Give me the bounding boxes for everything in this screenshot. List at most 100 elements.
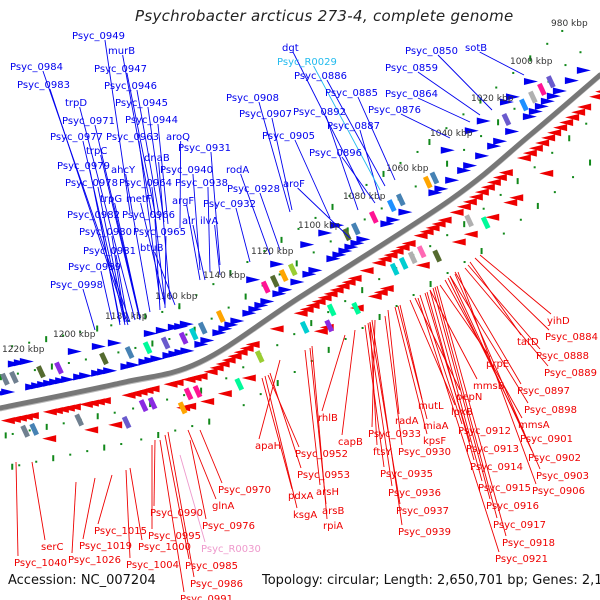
reverse-gene-label[interactable]: Psyc_1026: [68, 555, 121, 566]
reverse-gene-label[interactable]: Psyc_0902: [528, 453, 581, 464]
reverse-gene-label[interactable]: rpiA: [323, 521, 343, 532]
forward-gene-label[interactable]: Psyc_0983: [17, 80, 70, 91]
forward-gene-label[interactable]: ilvA: [200, 216, 218, 227]
reverse-gene-label[interactable]: Psyc_0921: [495, 554, 548, 565]
forward-gene-label[interactable]: sotB: [465, 43, 487, 54]
reverse-gene-label[interactable]: apaH: [255, 441, 281, 452]
reverse-gene-label[interactable]: pepN: [456, 392, 482, 403]
forward-gene-label[interactable]: Psyc_0944: [125, 115, 178, 126]
forward-gene-label[interactable]: murB: [108, 46, 135, 57]
forward-gene-label[interactable]: Psyc_0981: [83, 246, 136, 257]
reverse-gene-label[interactable]: glnA: [212, 501, 234, 512]
forward-gene-label[interactable]: Psyc_0947: [94, 64, 147, 75]
reverse-gene-label[interactable]: Psyc_1000: [138, 542, 191, 553]
reverse-gene-label[interactable]: Psyc_0917: [493, 520, 546, 531]
forward-gene-label[interactable]: Psyc_0864: [385, 89, 438, 100]
forward-gene-label[interactable]: Psyc_0907: [239, 109, 292, 120]
forward-gene-label[interactable]: Psyc_0931: [178, 143, 231, 154]
forward-gene-label[interactable]: Psyc_0980: [79, 227, 132, 238]
reverse-gene-label[interactable]: Psyc_0991: [180, 594, 233, 600]
forward-gene-label[interactable]: Psyc_0979: [57, 161, 110, 172]
reverse-gene-label[interactable]: miaA: [423, 421, 449, 432]
reverse-gene-label[interactable]: Psyc_0884: [545, 332, 598, 343]
forward-gene-label[interactable]: Psyc_0965: [133, 227, 186, 238]
reverse-gene-label[interactable]: pdxA: [288, 491, 314, 502]
reverse-gene-label[interactable]: Psyc_0985: [185, 561, 238, 572]
reverse-gene-label[interactable]: Psyc_0953: [297, 470, 350, 481]
reverse-gene-label[interactable]: yihD: [547, 316, 570, 327]
forward-gene-label[interactable]: Psyc_0982: [67, 210, 120, 221]
forward-gene-label[interactable]: Psyc_0928: [227, 184, 280, 195]
forward-gene-label[interactable]: Psyc_0886: [294, 71, 347, 82]
reverse-gene-label[interactable]: mmsA: [518, 420, 550, 431]
forward-gene-label[interactable]: dgt: [282, 43, 299, 54]
reverse-gene-label[interactable]: ksgA: [293, 510, 317, 521]
reverse-gene-label[interactable]: Psyc_0970: [218, 485, 271, 496]
forward-gene-label[interactable]: Psyc_0896: [309, 148, 362, 159]
forward-gene-label[interactable]: Psyc_0989: [68, 262, 121, 273]
reverse-gene-label[interactable]: Psyc_0906: [532, 486, 585, 497]
reverse-gene-label[interactable]: Psyc_0903: [536, 471, 589, 482]
forward-gene-label[interactable]: Psyc_0966: [122, 210, 175, 221]
reverse-gene-label[interactable]: Psyc_0939: [398, 527, 451, 538]
forward-gene-label[interactable]: Psyc_0850: [405, 46, 458, 57]
reverse-gene-label[interactable]: Psyc_0976: [202, 521, 255, 532]
forward-rna-label[interactable]: Psyc_R0029: [277, 57, 337, 68]
reverse-gene-label[interactable]: Psyc_0935: [380, 469, 433, 480]
reverse-gene-label[interactable]: kpsF: [423, 436, 446, 447]
forward-gene-label[interactable]: Psyc_0892: [293, 107, 346, 118]
reverse-gene-label[interactable]: lpxB: [451, 407, 473, 418]
forward-gene-label[interactable]: Psyc_0859: [385, 63, 438, 74]
reverse-gene-label[interactable]: ftsY: [373, 447, 392, 458]
forward-gene-label[interactable]: Psyc_0945: [115, 98, 168, 109]
reverse-gene-label[interactable]: Psyc_0914: [470, 462, 523, 473]
forward-gene-label[interactable]: Psyc_0963: [106, 132, 159, 143]
reverse-gene-label[interactable]: Psyc_0912: [458, 426, 511, 437]
forward-gene-label[interactable]: aroF: [283, 179, 305, 190]
forward-gene-label[interactable]: trpG: [100, 194, 122, 205]
forward-gene-label[interactable]: rodA: [226, 165, 249, 176]
forward-gene-label[interactable]: Psyc_0971: [62, 116, 115, 127]
reverse-gene-label[interactable]: prpE: [486, 359, 509, 370]
forward-gene-label[interactable]: Psyc_0905: [262, 131, 315, 142]
reverse-gene-label[interactable]: Psyc_0936: [388, 488, 441, 499]
reverse-gene-label[interactable]: Psyc_0937: [396, 506, 449, 517]
reverse-rna-label[interactable]: Psyc_R0030: [201, 544, 261, 555]
reverse-gene-label[interactable]: Psyc_0888: [536, 351, 589, 362]
reverse-gene-label[interactable]: Psyc_0901: [520, 434, 573, 445]
forward-gene-label[interactable]: argF: [172, 196, 194, 207]
forward-gene-label[interactable]: trpD: [65, 98, 87, 109]
forward-gene-label[interactable]: Psyc_0885: [325, 88, 378, 99]
forward-gene-label[interactable]: Psyc_0940: [160, 165, 213, 176]
forward-gene-label[interactable]: alr: [182, 216, 196, 227]
reverse-gene-label[interactable]: Psyc_0898: [524, 405, 577, 416]
reverse-gene-label[interactable]: Psyc_0986: [190, 579, 243, 590]
forward-gene-label[interactable]: Psyc_0949: [72, 31, 125, 42]
reverse-gene-label[interactable]: capB: [338, 437, 363, 448]
reverse-gene-label[interactable]: Psyc_0889: [544, 368, 597, 379]
forward-gene-label[interactable]: dnaB: [144, 153, 170, 164]
forward-gene-label[interactable]: Psyc_0978: [65, 178, 118, 189]
reverse-gene-label[interactable]: Psyc_0995: [148, 531, 201, 542]
forward-gene-label[interactable]: Psyc_0876: [368, 105, 421, 116]
reverse-gene-label[interactable]: Psyc_0897: [517, 386, 570, 397]
reverse-gene-label[interactable]: Psyc_0990: [150, 508, 203, 519]
forward-gene-label[interactable]: metF: [126, 194, 152, 205]
reverse-gene-label[interactable]: Psyc_1040: [14, 558, 67, 569]
reverse-gene-label[interactable]: radA: [395, 416, 419, 427]
forward-gene-label[interactable]: Psyc_0938: [175, 178, 228, 189]
reverse-gene-label[interactable]: mutL: [418, 401, 444, 412]
reverse-gene-label[interactable]: arsB: [322, 506, 344, 517]
forward-gene-label[interactable]: Psyc_0977: [50, 132, 103, 143]
forward-gene-label[interactable]: Psyc_0932: [203, 199, 256, 210]
forward-gene-label[interactable]: Psyc_0946: [104, 81, 157, 92]
reverse-gene-label[interactable]: mmsB: [473, 381, 505, 392]
reverse-gene-label[interactable]: Psyc_0916: [486, 501, 539, 512]
reverse-gene-label[interactable]: Psyc_0952: [295, 449, 348, 460]
forward-gene-label[interactable]: aroQ: [166, 132, 190, 143]
forward-gene-label[interactable]: Psyc_0964: [119, 178, 172, 189]
reverse-gene-label[interactable]: Psyc_1004: [126, 560, 179, 571]
reverse-gene-label[interactable]: Psyc_1015: [94, 526, 147, 537]
reverse-gene-label[interactable]: arsH: [316, 487, 339, 498]
forward-gene-label[interactable]: Psyc_0984: [10, 62, 63, 73]
